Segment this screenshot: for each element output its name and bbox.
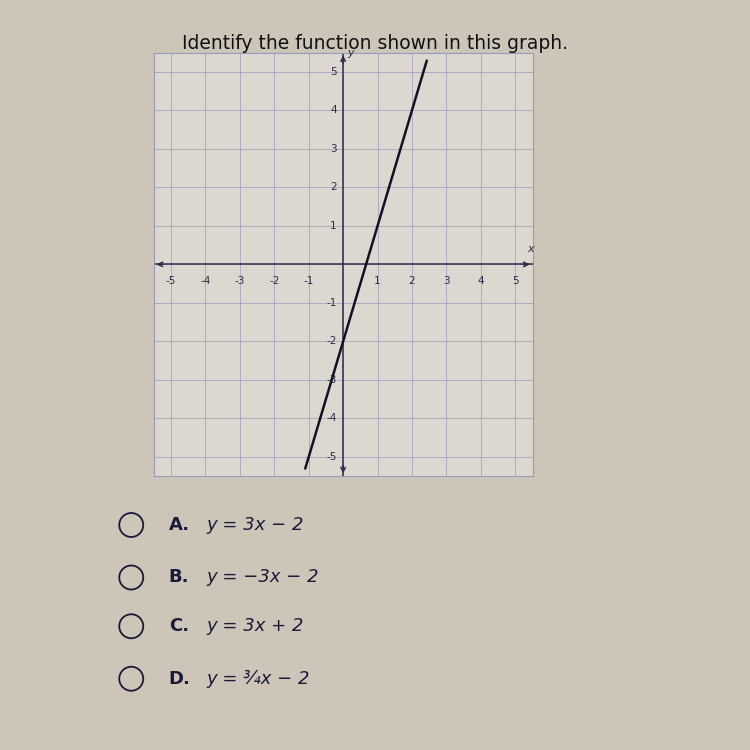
Text: -2: -2 — [326, 337, 337, 346]
Text: C.: C. — [169, 617, 189, 635]
Text: 5: 5 — [330, 67, 337, 76]
Text: x: x — [527, 244, 534, 254]
Text: -2: -2 — [269, 276, 280, 286]
Text: -4: -4 — [326, 413, 337, 424]
Text: -4: -4 — [200, 276, 211, 286]
Text: 5: 5 — [512, 276, 518, 286]
Text: -5: -5 — [326, 452, 337, 462]
Text: y = −3x − 2: y = −3x − 2 — [206, 568, 319, 586]
Text: y = 3x − 2: y = 3x − 2 — [206, 516, 304, 534]
Text: A.: A. — [169, 516, 190, 534]
Text: -3: -3 — [326, 375, 337, 385]
Text: 1: 1 — [330, 220, 337, 231]
Text: y: y — [347, 48, 354, 58]
Text: -5: -5 — [166, 276, 176, 286]
Text: 2: 2 — [330, 182, 337, 192]
Text: D.: D. — [169, 670, 190, 688]
Text: 4: 4 — [330, 105, 337, 116]
Text: 3: 3 — [443, 276, 450, 286]
Text: 1: 1 — [374, 276, 381, 286]
Text: Identify the function shown in this graph.: Identify the function shown in this grap… — [182, 34, 568, 53]
Text: 2: 2 — [409, 276, 416, 286]
Text: 3: 3 — [330, 144, 337, 154]
Text: B.: B. — [169, 568, 189, 586]
Text: -1: -1 — [304, 276, 314, 286]
Text: -1: -1 — [326, 298, 337, 308]
Text: 4: 4 — [478, 276, 484, 286]
Text: -3: -3 — [235, 276, 245, 286]
Text: y = ¾x − 2: y = ¾x − 2 — [206, 670, 310, 688]
Text: y = 3x + 2: y = 3x + 2 — [206, 617, 304, 635]
